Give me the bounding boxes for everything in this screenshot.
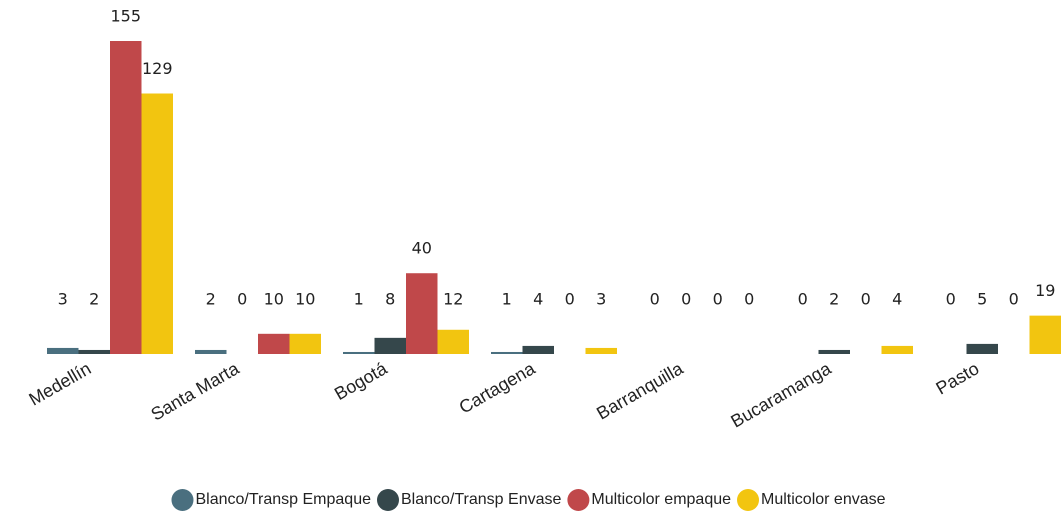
x-tick-label: Bogotá [331,358,391,404]
bar [881,345,913,354]
bar [141,93,173,354]
value-label: 0 [744,290,754,309]
value-label: 4 [533,290,543,309]
legend-swatch [737,489,760,511]
value-label: 19 [1035,281,1055,300]
value-label: 10 [264,290,284,309]
value-label: 40 [412,239,432,258]
value-label: 0 [237,290,247,309]
bar [818,349,850,354]
value-label: 3 [596,290,606,309]
value-label: 0 [946,290,956,309]
value-label: 0 [798,290,808,309]
bar [966,343,998,354]
value-label: 1 [354,290,364,309]
bar [585,347,617,354]
legend-swatch [171,489,194,511]
value-label: 0 [713,290,723,309]
bar [522,345,554,354]
value-label: 2 [206,290,216,309]
legend-label: Multicolor empaque [591,491,731,508]
legend-swatch [377,489,399,511]
bar [195,349,227,354]
bar [1029,315,1061,354]
value-label: 0 [650,290,660,309]
x-tick-label: Barranquilla [593,358,687,424]
bar [343,351,375,354]
x-tick-label: Cartagena [456,358,540,418]
value-label: 0 [681,290,691,309]
value-label: 0 [861,290,871,309]
legend-label: Multicolor envase [761,491,886,508]
x-tick-label: Medellín [25,358,94,409]
value-label: 2 [829,290,839,309]
bar [110,41,142,354]
value-label: 0 [565,290,575,309]
value-label: 10 [295,290,315,309]
value-label: 0 [1009,290,1019,309]
bar [437,329,469,354]
legend-label: Blanco/Transp Envase [401,491,561,508]
x-tick-label: Pasto [933,358,983,398]
legend-swatch [567,489,590,511]
bar [374,337,406,354]
value-label: 2 [89,290,99,309]
value-label: 1 [502,290,512,309]
value-label: 3 [58,290,68,309]
value-label: 5 [977,290,987,309]
bar [406,273,438,354]
value-label: 4 [892,290,902,309]
bar [258,333,290,354]
bar [491,351,523,354]
x-tick-label: Santa Marta [147,358,243,425]
legend-label: Blanco/Transp Empaque [195,491,371,508]
bar [289,333,321,354]
value-label: 129 [142,59,173,78]
value-label: 12 [443,290,463,309]
value-label: 8 [385,290,395,309]
bar [78,349,110,354]
x-tick-label: Bucaramanga [727,358,835,432]
bar [47,347,79,354]
value-label: 155 [110,7,141,26]
